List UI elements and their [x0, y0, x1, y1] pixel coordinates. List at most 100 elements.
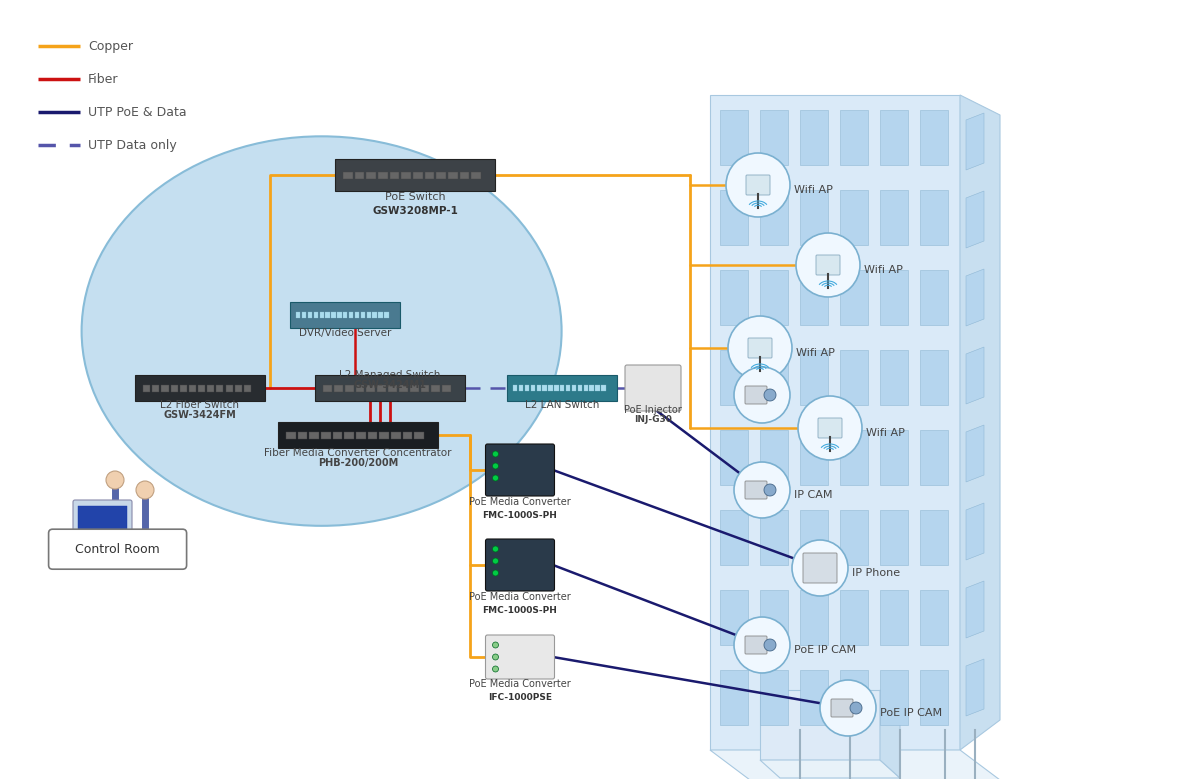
Text: PoE Switch: PoE Switch [385, 192, 445, 202]
Polygon shape [880, 190, 908, 245]
FancyBboxPatch shape [367, 432, 377, 439]
Text: PHB-200/200M: PHB-200/200M [318, 458, 398, 468]
FancyBboxPatch shape [595, 385, 600, 391]
FancyBboxPatch shape [372, 312, 377, 318]
FancyBboxPatch shape [401, 172, 410, 179]
Polygon shape [880, 670, 908, 725]
FancyBboxPatch shape [745, 636, 767, 654]
FancyBboxPatch shape [486, 539, 554, 591]
Polygon shape [760, 110, 788, 165]
Circle shape [492, 654, 498, 660]
FancyBboxPatch shape [356, 432, 366, 439]
Text: Copper: Copper [88, 40, 133, 52]
Polygon shape [840, 590, 868, 645]
Text: Wifi AP: Wifi AP [794, 185, 833, 195]
FancyBboxPatch shape [486, 444, 554, 496]
Circle shape [850, 702, 862, 714]
FancyBboxPatch shape [442, 385, 451, 392]
FancyBboxPatch shape [286, 432, 295, 439]
Polygon shape [720, 270, 748, 325]
FancyBboxPatch shape [377, 385, 386, 392]
Text: L2 Managed Switch: L2 Managed Switch [340, 370, 440, 380]
Polygon shape [920, 270, 948, 325]
Polygon shape [760, 510, 788, 565]
Polygon shape [720, 510, 748, 565]
Polygon shape [760, 760, 900, 778]
FancyBboxPatch shape [388, 385, 397, 392]
Polygon shape [920, 670, 948, 725]
Polygon shape [880, 110, 908, 165]
Polygon shape [800, 430, 828, 485]
Text: DVR/Video Server: DVR/Video Server [299, 328, 391, 338]
Text: PoE Media Converter: PoE Media Converter [469, 679, 571, 689]
Text: IP Phone: IP Phone [852, 568, 900, 578]
FancyBboxPatch shape [344, 385, 354, 392]
Polygon shape [800, 510, 828, 565]
Text: GSW-3424FM: GSW-3424FM [163, 410, 236, 420]
FancyBboxPatch shape [403, 432, 413, 439]
Polygon shape [720, 110, 748, 165]
FancyBboxPatch shape [134, 375, 265, 401]
FancyBboxPatch shape [161, 385, 168, 392]
FancyBboxPatch shape [816, 255, 840, 275]
FancyBboxPatch shape [335, 159, 496, 191]
Circle shape [492, 558, 498, 564]
FancyBboxPatch shape [331, 312, 336, 318]
FancyBboxPatch shape [398, 385, 408, 392]
FancyBboxPatch shape [746, 175, 770, 195]
FancyBboxPatch shape [344, 432, 354, 439]
Text: INJ-G30: INJ-G30 [634, 415, 672, 424]
Polygon shape [760, 190, 788, 245]
FancyBboxPatch shape [188, 385, 196, 392]
FancyBboxPatch shape [296, 312, 300, 318]
FancyBboxPatch shape [313, 312, 318, 318]
FancyBboxPatch shape [355, 312, 359, 318]
Polygon shape [966, 191, 984, 248]
FancyBboxPatch shape [803, 553, 838, 583]
FancyBboxPatch shape [413, 172, 422, 179]
Circle shape [492, 546, 498, 552]
Circle shape [734, 462, 790, 518]
FancyBboxPatch shape [355, 385, 365, 392]
FancyBboxPatch shape [601, 385, 606, 391]
FancyBboxPatch shape [420, 385, 430, 392]
Circle shape [792, 540, 848, 596]
Circle shape [492, 475, 498, 481]
Polygon shape [920, 190, 948, 245]
Circle shape [764, 389, 776, 401]
FancyBboxPatch shape [486, 635, 554, 679]
Polygon shape [920, 430, 948, 485]
Circle shape [492, 451, 498, 457]
FancyBboxPatch shape [745, 481, 767, 499]
FancyBboxPatch shape [414, 432, 424, 439]
Polygon shape [880, 690, 900, 778]
Text: Wifi AP: Wifi AP [866, 428, 905, 438]
Polygon shape [966, 269, 984, 326]
FancyBboxPatch shape [514, 385, 517, 391]
Polygon shape [760, 690, 880, 760]
Text: IP CAM: IP CAM [794, 490, 833, 500]
FancyBboxPatch shape [391, 432, 401, 439]
FancyBboxPatch shape [355, 172, 365, 179]
FancyBboxPatch shape [49, 529, 187, 569]
FancyBboxPatch shape [208, 385, 215, 392]
Polygon shape [880, 430, 908, 485]
Polygon shape [920, 350, 948, 405]
FancyBboxPatch shape [322, 432, 331, 439]
FancyBboxPatch shape [818, 418, 842, 438]
FancyBboxPatch shape [566, 385, 570, 391]
Polygon shape [800, 350, 828, 405]
FancyBboxPatch shape [143, 385, 150, 392]
FancyBboxPatch shape [337, 312, 342, 318]
Polygon shape [840, 110, 868, 165]
Text: PoE Media Converter: PoE Media Converter [469, 497, 571, 507]
FancyBboxPatch shape [554, 385, 558, 391]
Text: PoE IP CAM: PoE IP CAM [794, 645, 856, 655]
Polygon shape [966, 425, 984, 482]
Circle shape [492, 642, 498, 648]
Polygon shape [760, 670, 788, 725]
FancyBboxPatch shape [425, 172, 434, 179]
FancyBboxPatch shape [198, 385, 205, 392]
FancyBboxPatch shape [366, 172, 376, 179]
FancyBboxPatch shape [542, 385, 547, 391]
